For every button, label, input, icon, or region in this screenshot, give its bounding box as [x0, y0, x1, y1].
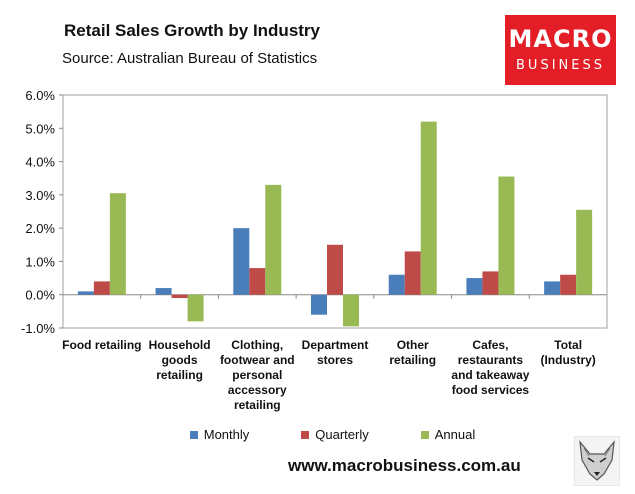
y-tick-label: 2.0%: [25, 221, 55, 236]
x-tick-label-line: Clothing,: [231, 338, 283, 352]
x-tick-label-line: Department: [302, 338, 369, 352]
x-tick-label-line: Total: [554, 338, 582, 352]
bar-annual-4: [420, 121, 437, 295]
x-tick-label-line: and takeaway: [451, 368, 529, 382]
x-tick-label-line: retailing: [156, 368, 203, 382]
x-tick-label-line: stores: [317, 353, 353, 367]
legend-swatch-annual: [420, 430, 429, 439]
y-tick-label: 6.0%: [25, 88, 55, 103]
legend-swatch-quarterly: [301, 430, 310, 439]
x-tick-label: Household goods retailing: [149, 338, 211, 382]
bar-annual-1: [187, 294, 204, 322]
x-tick-label: Cafes, restaurants and takeaway food servic…: [451, 338, 529, 397]
x-tick-label-line: Household: [149, 338, 211, 352]
x-tick-label: Clothing, footwear and personal accessory re…: [220, 338, 295, 412]
bar-monthly-3: [311, 294, 327, 315]
x-tick-label: Other retailing: [389, 338, 436, 367]
legend-label-quarterly: Quarterly: [315, 427, 369, 442]
legend-swatch-monthly: [189, 430, 198, 439]
website-url: www.macrobusiness.com.au: [288, 456, 521, 475]
x-tick-label-line: Cafes,: [472, 338, 508, 352]
bar-monthly-6: [544, 281, 561, 295]
y-tick-label: 0.0%: [25, 288, 55, 303]
x-tick-label-line: accessory: [228, 383, 287, 397]
legend-item-annual: Annual: [391, 427, 475, 442]
x-tick-label: Total (Industry): [540, 338, 595, 367]
bar-annual-2: [265, 184, 282, 295]
x-tick-label-line: retailing: [234, 398, 281, 412]
fox-logo-icon: [574, 436, 620, 486]
bar-quarterly-1: [171, 294, 188, 299]
y-tick-label: 3.0%: [25, 188, 55, 203]
x-tick-label-line: goods: [162, 353, 198, 367]
x-tick-label-line: Food retailing: [62, 338, 141, 352]
bar-quarterly-2: [249, 268, 266, 295]
y-tick-label: 1.0%: [25, 254, 55, 269]
chart-title: Retail Sales Growth by Industry: [64, 21, 321, 40]
chart-legend: Monthly Quarterly Annual: [0, 427, 635, 442]
x-tick-label-line: (Industry): [540, 353, 595, 367]
x-tick-label: Department stores: [302, 338, 369, 367]
bar-monthly-2: [233, 228, 250, 295]
x-tick-label: Food retailing: [62, 338, 141, 352]
x-tick-label-line: retailing: [389, 353, 436, 367]
bar-quarterly-5: [482, 271, 499, 295]
bar-quarterly-4: [404, 251, 421, 295]
bar-monthly-0: [77, 291, 94, 295]
plot-area: [62, 94, 608, 329]
x-tick-label-line: restaurants: [458, 353, 524, 367]
y-tick-label: 4.0%: [25, 155, 55, 170]
legend-label-monthly: Monthly: [203, 427, 250, 442]
chart-subtitle: Source: Australian Bureau of Statistics: [62, 50, 318, 67]
bar-monthly-4: [388, 274, 405, 295]
bar-quarterly-3: [327, 244, 343, 295]
bar-annual-6: [576, 209, 593, 295]
y-tick-label: 5.0%: [25, 121, 55, 136]
macrobusiness-logo: MACRO BUSINESS: [505, 15, 616, 85]
bar-quarterly-6: [560, 274, 577, 295]
x-tick-label-line: personal: [232, 368, 282, 382]
legend-label-annual: Annual: [434, 427, 476, 442]
bar-annual-5: [498, 176, 515, 295]
legend-item-quarterly: Quarterly: [271, 427, 369, 442]
bar-annual-0: [109, 193, 126, 295]
x-tick-label-line: food services: [452, 383, 530, 397]
x-tick-label-line: footwear and: [220, 353, 295, 367]
y-tick-label: -1.0%: [21, 321, 55, 336]
legend-item-monthly: Monthly: [160, 427, 250, 442]
bar-annual-3: [343, 294, 359, 327]
logo-text-business: BUSINESS: [516, 58, 605, 73]
x-tick-label-line: Other: [397, 338, 429, 352]
bar-monthly-5: [466, 278, 483, 295]
logo-text-macro: MACRO: [508, 25, 613, 53]
bar-quarterly-0: [93, 281, 110, 295]
bar-monthly-1: [155, 288, 172, 295]
